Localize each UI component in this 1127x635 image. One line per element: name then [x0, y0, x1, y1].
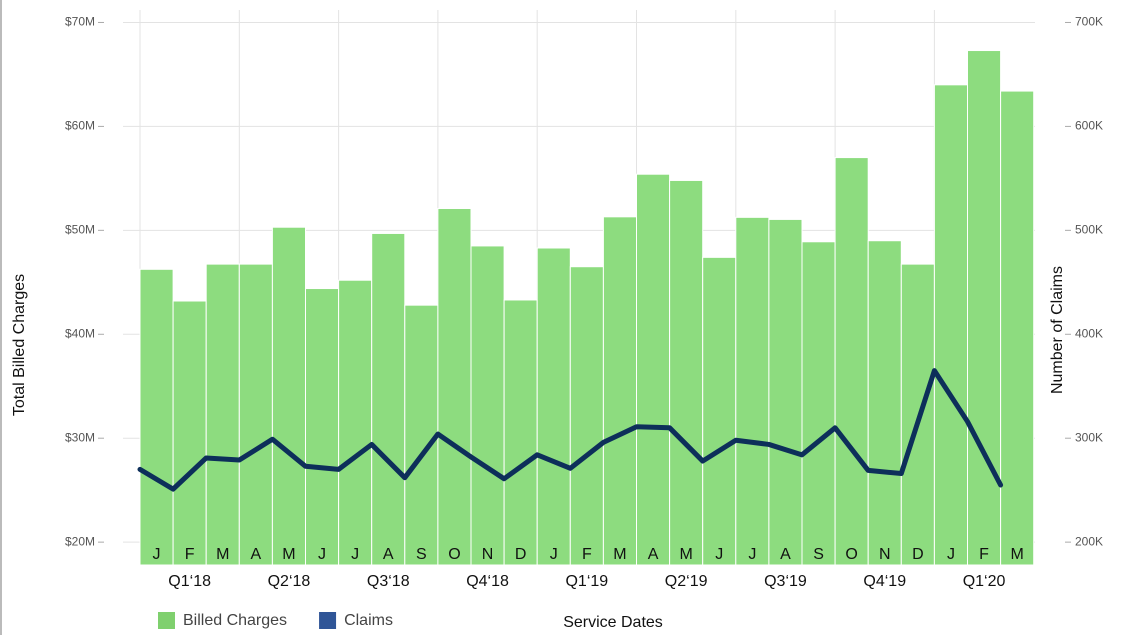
bar — [503, 299, 538, 566]
x-tick-label: N — [879, 546, 891, 563]
x-axis-title: Service Dates — [563, 614, 663, 631]
bar — [735, 216, 770, 566]
x-tick-label: A — [648, 546, 659, 563]
quarter-label: Q1‘19 — [565, 573, 608, 590]
bar — [834, 157, 869, 566]
quarter-label: Q4‘18 — [466, 573, 509, 590]
x-tick-label: O — [448, 546, 460, 563]
x-tick-label: J — [318, 546, 326, 563]
y-tick-label: $40M — [65, 326, 95, 340]
legend-swatch — [319, 612, 337, 629]
bar — [437, 208, 472, 566]
bar — [139, 268, 174, 566]
x-tick-label: J — [715, 546, 723, 563]
x-tick-label: M — [613, 546, 626, 563]
x-tick-label: S — [813, 546, 824, 563]
bar — [536, 247, 571, 566]
bar — [569, 266, 604, 566]
x-tick-label: F — [185, 546, 195, 563]
bar — [305, 288, 340, 566]
bar — [702, 256, 737, 566]
bar — [602, 216, 638, 566]
x-tick-label: O — [845, 546, 857, 563]
x-tick-label: N — [482, 546, 494, 563]
y2-tick-label: 300K — [1075, 430, 1103, 444]
bar — [933, 84, 969, 566]
bar — [768, 218, 803, 566]
x-tick-label: M — [679, 546, 692, 563]
x-tick-label: M — [1010, 546, 1023, 563]
quarter-label: Q1‘18 — [168, 573, 211, 590]
bar — [967, 50, 1002, 566]
x-tick-label: F — [582, 546, 592, 563]
x-tick-label: M — [216, 546, 229, 563]
x-tick-label: S — [416, 546, 427, 563]
x-tick-label: D — [912, 546, 924, 563]
y2-tick-label: 200K — [1075, 534, 1103, 548]
quarter-label: Q2‘19 — [665, 573, 708, 590]
x-tick-label: J — [153, 546, 161, 563]
x-tick-label: J — [550, 546, 558, 563]
bar — [371, 232, 406, 566]
x-tick-label: D — [515, 546, 527, 563]
y2-tick-label: 500K — [1075, 223, 1103, 237]
y-tick-label: $20M — [65, 534, 95, 548]
bar — [867, 240, 902, 566]
x-tick-label: J — [351, 546, 359, 563]
quarter-label: Q3‘18 — [367, 573, 410, 590]
bar — [172, 300, 207, 566]
bar — [271, 226, 306, 566]
legend-label: Billed Charges — [183, 612, 287, 629]
legend-label: Claims — [344, 612, 393, 629]
bar — [669, 179, 704, 566]
quarter-label: Q4‘19 — [863, 573, 906, 590]
line — [137, 368, 1004, 492]
y2-axis-title: Number of Claims — [1049, 266, 1066, 394]
y2-tick-label: 700K — [1075, 15, 1103, 29]
bar — [205, 263, 240, 566]
y-tick-label: $30M — [65, 430, 95, 444]
x-tick-label: J — [947, 546, 955, 563]
y-tick-label: $60M — [65, 119, 95, 133]
quarter-label: Q2‘18 — [268, 573, 311, 590]
x-tick-label: M — [282, 546, 295, 563]
quarter-label: Q3‘19 — [764, 573, 807, 590]
y2-tick-label: 400K — [1075, 326, 1103, 340]
x-tick-label: A — [780, 546, 791, 563]
bar — [404, 304, 439, 566]
bar — [470, 245, 505, 566]
bar — [1000, 90, 1035, 566]
bar — [801, 241, 836, 566]
x-tick-label: A — [251, 546, 262, 563]
bar — [238, 263, 273, 566]
y-tick-label: $70M — [65, 15, 95, 29]
quarter-label: Q1‘20 — [963, 573, 1006, 590]
x-tick-label: F — [979, 546, 989, 563]
legend-swatch — [158, 612, 175, 629]
x-tick-label: A — [383, 546, 394, 563]
y-axis-title: Total Billed Charges — [11, 274, 28, 416]
y2-tick-label: 600K — [1075, 119, 1103, 133]
y-tick-label: $50M — [65, 223, 95, 237]
bar — [636, 173, 671, 566]
bar — [338, 279, 373, 566]
x-tick-label: J — [748, 546, 756, 563]
